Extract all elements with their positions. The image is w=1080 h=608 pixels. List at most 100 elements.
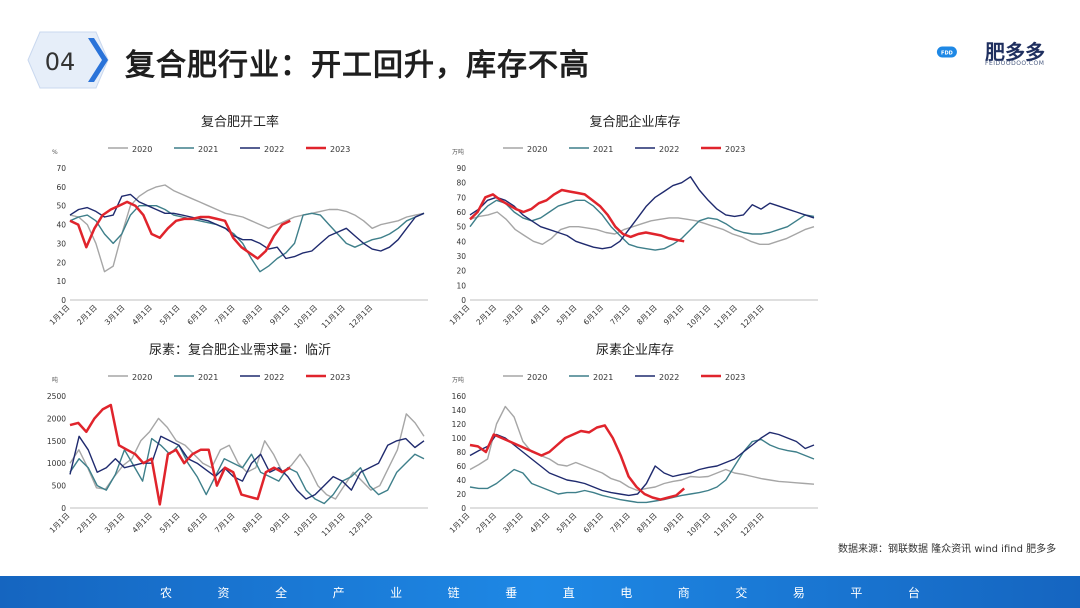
chart-title: 复合肥开工率 — [201, 114, 279, 130]
x-tick-label: 12月1日 — [347, 511, 374, 538]
x-tick-label: 6月1日 — [185, 511, 209, 535]
y-tick-label: 70 — [456, 193, 466, 202]
x-tick-label: 3月1日 — [103, 303, 127, 327]
chart-urea-demand: 尿素：复合肥企业需求量：临沂 2020 2021 2022 2023 吨 0 500 1000 1… — [47, 342, 428, 538]
x-tick-label: 3月1日 — [103, 511, 127, 535]
y-tick-label: 60 — [456, 208, 466, 217]
chart-compound-inventory: 复合肥企业库存 2020 2021 2022 2023 万吨 0 10 20 30 40 50 60 70… — [448, 114, 818, 330]
y-tick-label: 1500 — [47, 437, 66, 446]
x-tick-label: 7月1日 — [608, 511, 632, 535]
x-tick-label: 12月1日 — [739, 303, 766, 330]
logo-subtext: FEIDOODOO.COM — [985, 60, 1045, 67]
y-unit: 万吨 — [452, 376, 464, 384]
footer-char: 电 — [620, 585, 633, 600]
x-tick-label: 3月1日 — [501, 303, 525, 327]
y-tick-label: 0 — [61, 504, 66, 513]
page-title: 复合肥行业：开工回升，库存不高 — [125, 48, 590, 83]
x-tick-label: 2月1日 — [474, 303, 498, 327]
y-tick-label: 0 — [461, 504, 466, 513]
series-line-2023 — [469, 188, 685, 243]
footer-char: 商 — [677, 585, 690, 600]
x-tick-label: 12月1日 — [739, 511, 766, 538]
y-tick-label: 20 — [456, 490, 466, 499]
series-line-2022 — [469, 176, 815, 250]
y-tick-label: 500 — [52, 482, 67, 491]
x-tick-label: 5月1日 — [158, 303, 182, 327]
y-tick-label: 1000 — [47, 459, 66, 468]
x-tick-label: 6月1日 — [185, 303, 209, 327]
footer-char: 业 — [390, 585, 403, 600]
y-tick-label: 50 — [56, 202, 66, 211]
footer-char: 资 — [217, 585, 230, 600]
legend-label: 2022 — [659, 145, 679, 154]
y-tick-label: 2000 — [47, 414, 66, 423]
chart-title: 复合肥企业库存 — [589, 114, 680, 130]
x-tick-label: 9月1日 — [268, 511, 292, 535]
x-tick-label: 4月1日 — [130, 303, 154, 327]
x-tick-label: 4月1日 — [528, 303, 552, 327]
x-tick-label: 6月1日 — [582, 303, 606, 327]
logo-text: 肥多多 — [985, 40, 1045, 64]
series-line-2022 — [69, 435, 425, 500]
y-tick-label: 50 — [456, 223, 466, 232]
x-tick-label: 8月1日 — [635, 303, 659, 327]
x-tick-label: 3月1日 — [501, 511, 525, 535]
y-tick-label: 60 — [56, 183, 66, 192]
x-tick-label: 10月1日 — [685, 303, 712, 330]
x-tick-label: 1月1日 — [48, 303, 72, 327]
y-tick-label: 0 — [61, 296, 66, 305]
legend-label: 2022 — [264, 373, 284, 382]
y-tick-label: 100 — [452, 434, 467, 443]
series-line-2023 — [469, 424, 686, 501]
y-tick-label: 30 — [56, 239, 66, 248]
series-line-2021 — [469, 438, 815, 504]
x-tick-label: 1月1日 — [48, 511, 72, 535]
x-tick-label: 8月1日 — [240, 303, 264, 327]
series-line-2021 — [69, 437, 425, 505]
footer-char: 平 — [850, 585, 863, 600]
x-tick-label: 9月1日 — [268, 303, 292, 327]
logo-badge: FDD — [941, 50, 953, 56]
x-tick-label: 5月1日 — [555, 511, 579, 535]
series-line-2023 — [69, 403, 291, 506]
x-tick-label: 8月1日 — [635, 511, 659, 535]
chart-title: 尿素企业库存 — [596, 342, 674, 358]
section-badge: 04 — [27, 31, 109, 89]
series-line-2020 — [469, 405, 815, 492]
x-tick-label: 11月1日 — [712, 511, 739, 538]
x-tick-label: 2月1日 — [75, 511, 99, 535]
chart-title: 尿素：复合肥企业需求量：临沂 — [149, 342, 331, 358]
x-tick-label: 2月1日 — [75, 303, 99, 327]
footer-slogan: 农 资 全 产 业 链 垂 直 电 商 交 易 平 台 — [160, 576, 920, 608]
x-tick-label: 6月1日 — [582, 511, 606, 535]
x-tick-label: 11月1日 — [320, 511, 347, 538]
series-line-2021 — [69, 204, 425, 273]
chart-urea-inventory: 尿素企业库存 2020 2021 2022 2023 万吨 0 20 40 60 80 100 120 1… — [448, 342, 818, 538]
footer-char: 链 — [447, 585, 460, 600]
legend-label: 2021 — [198, 145, 218, 154]
y-tick-label: 160 — [452, 392, 467, 401]
y-tick-label: 90 — [456, 164, 466, 173]
footer-char: 产 — [332, 585, 345, 600]
series-line-2020 — [469, 211, 815, 246]
fdd-logo: FDD — [936, 46, 957, 58]
x-tick-label: 9月1日 — [662, 511, 686, 535]
section-number: 04 — [45, 48, 76, 76]
y-tick-label: 120 — [452, 420, 467, 429]
x-tick-label: 4月1日 — [528, 511, 552, 535]
legend-label: 2022 — [264, 145, 284, 154]
footer-char: 台 — [907, 585, 920, 600]
y-tick-label: 20 — [456, 267, 466, 276]
series-line-2022 — [69, 193, 425, 260]
x-tick-label: 10月1日 — [685, 511, 712, 538]
series-line-2022 — [469, 431, 815, 497]
x-tick-label: 5月1日 — [158, 511, 182, 535]
x-tick-label: 1月1日 — [448, 303, 472, 327]
legend-label: 2020 — [132, 145, 152, 154]
y-tick-label: 60 — [456, 462, 466, 471]
y-tick-label: 10 — [56, 277, 66, 286]
y-tick-label: 40 — [456, 237, 466, 246]
y-tick-label: 70 — [56, 164, 66, 173]
chart-operating-rate: 复合肥开工率 2020 2021 2022 2023% 0 10 20 30 40 50 60 70 1月… — [48, 114, 428, 330]
legend-label: 2023 — [330, 145, 350, 154]
